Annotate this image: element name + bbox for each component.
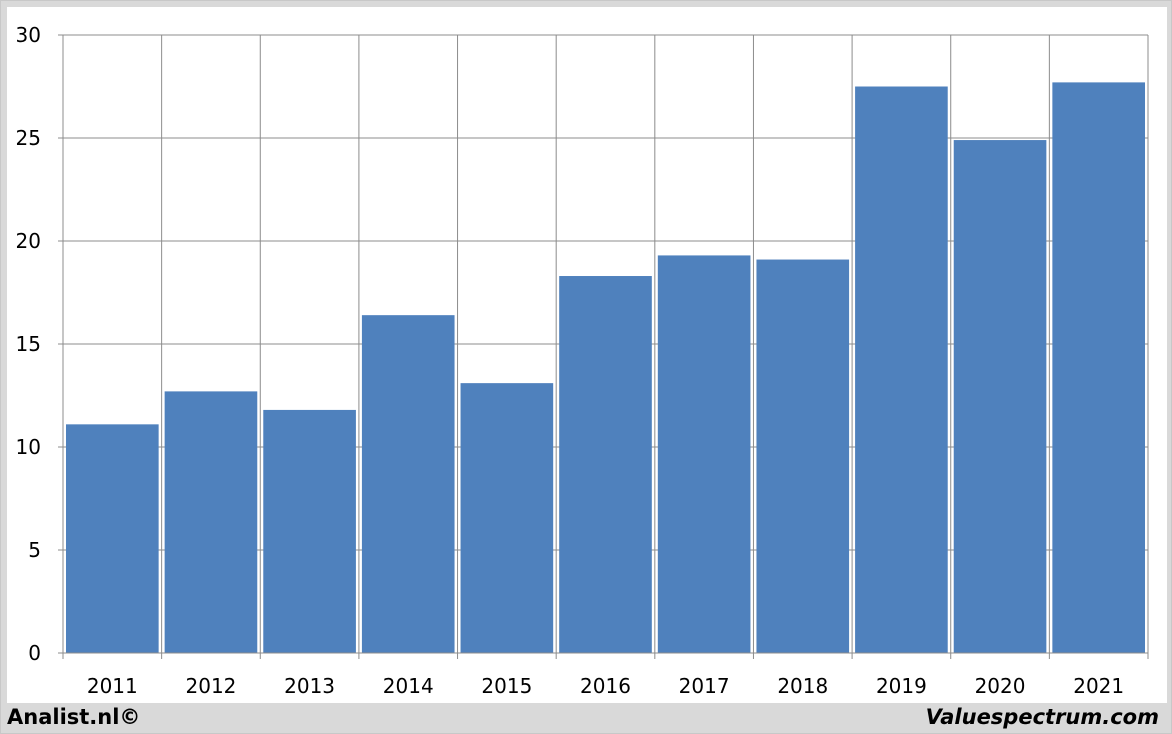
- x-tick-label: 2019: [876, 674, 927, 698]
- y-tick-label: 10: [16, 435, 41, 459]
- bar-2021: [1052, 82, 1145, 653]
- chart-panel: 0 5 10 15 20 25 30 2011 2012 2013 2014 2015 2016 2017…: [7, 7, 1167, 703]
- bar-2014: [361, 315, 455, 653]
- y-tick-label: 20: [16, 229, 41, 253]
- x-tick-label: 2013: [284, 674, 335, 698]
- bar-2018: [756, 259, 850, 653]
- x-tick-label: 2012: [186, 674, 237, 698]
- source-label-valuespectrum: Valuespectrum.com: [925, 705, 1159, 729]
- x-tick-label: 2016: [580, 674, 631, 698]
- bar-chart: 0 5 10 15 20 25 30 2011 2012 2013 2014 2015 2016 2017…: [16, 23, 1149, 698]
- bar-2017: [657, 255, 751, 654]
- y-tick-label: 5: [28, 538, 41, 562]
- y-tick-label: 15: [16, 332, 41, 356]
- x-tick-label: 2014: [383, 674, 434, 698]
- x-tick-label: 2015: [481, 674, 532, 698]
- y-tick-label: 30: [16, 23, 41, 47]
- x-tick-label: 2018: [777, 674, 828, 698]
- bar-2019: [855, 86, 948, 653]
- bar-2015: [460, 383, 554, 653]
- y-tick-label: 25: [16, 126, 41, 150]
- source-label-analist: Analist.nl©: [7, 705, 141, 729]
- bar-2020: [953, 140, 1047, 653]
- x-tick-label: 2021: [1073, 674, 1124, 698]
- x-tick-label: 2020: [975, 674, 1026, 698]
- bar-2016: [559, 276, 652, 653]
- bar-2013: [263, 409, 356, 653]
- x-tick-label: 2017: [679, 674, 730, 698]
- y-tick-label: 0: [28, 641, 41, 665]
- bar-2012: [164, 391, 258, 653]
- x-tick-label: 2011: [87, 674, 138, 698]
- bar-2011: [66, 424, 159, 653]
